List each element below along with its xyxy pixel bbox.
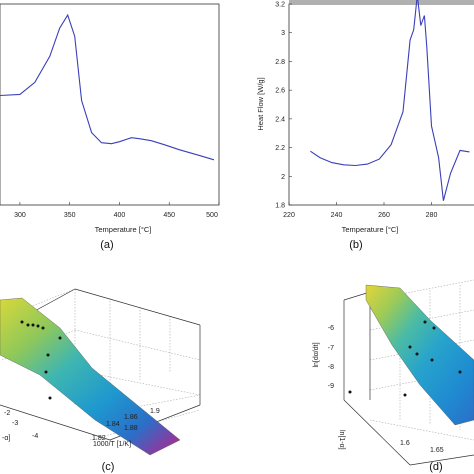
chart-d-x-tick: 1.6 bbox=[400, 440, 410, 447]
chart-c-data-point bbox=[20, 320, 24, 324]
chart-b-x-tick-label: 260 bbox=[378, 212, 390, 219]
chart-a-x-ticks: 300 350 400 450 500 bbox=[14, 202, 220, 219]
chart-c-data-point bbox=[44, 370, 48, 374]
chart-a-x-tick-label: 300 bbox=[14, 212, 26, 219]
chart-c-x-tick-1.88: 1.88 bbox=[124, 425, 138, 432]
chart-c-x-tick: 1.86 bbox=[124, 414, 138, 421]
chart-d-data-point bbox=[408, 345, 412, 349]
chart-c-y-axis-label: -α] bbox=[2, 435, 10, 442]
chart-c-data-point bbox=[36, 324, 40, 328]
chart-d-data-points bbox=[348, 320, 462, 397]
chart-c: 1.82 1.84 1.86 1.88 1.9 1.88 -2 -3 -4 -α… bbox=[0, 288, 201, 473]
chart-d-caption: (d) bbox=[429, 461, 442, 473]
chart-c-y-tick: -4 bbox=[32, 433, 38, 440]
chart-b-series-line bbox=[310, 0, 470, 201]
chart-b-caption: (b) bbox=[349, 239, 362, 251]
chart-d-z-tick: -7 bbox=[328, 345, 334, 352]
chart-a-frame bbox=[0, 3, 220, 206]
chart-b-x-tick-label: 220 bbox=[283, 212, 295, 219]
chart-a-x-tick-label: 400 bbox=[114, 212, 126, 219]
chart-c-y-ticks: -2 -3 -4 bbox=[4, 410, 38, 440]
chart-d-data-point bbox=[415, 352, 419, 356]
chart-b-x-tick-label: 240 bbox=[331, 212, 343, 219]
chart-d-data-point bbox=[423, 320, 427, 324]
chart-c-x-tick: 1.84 bbox=[106, 421, 120, 428]
chart-b-x-axis-label: Temperature [°C] bbox=[342, 225, 399, 234]
chart-b: 220 240 260 280 1.8 2 2.2 2.4 2.6 2.8 3 3.2 Heat Fl… bbox=[256, 0, 474, 251]
chart-b-y-tick-label: 3.2 bbox=[275, 2, 285, 9]
chart-c-data-point bbox=[46, 353, 50, 357]
chart-c-data-point bbox=[31, 323, 35, 327]
chart-c-y-tick: -2 bbox=[4, 410, 10, 417]
chart-a-x-tick-label: 500 bbox=[206, 212, 218, 219]
chart-a-series-line bbox=[0, 13, 215, 161]
chart-b-frame bbox=[288, 3, 474, 206]
chart-b-y-tick-label: 3 bbox=[281, 30, 285, 37]
chart-a-caption: (a) bbox=[100, 239, 113, 251]
chart-b-y-tick-label: 2.4 bbox=[275, 116, 285, 123]
chart-d-box bbox=[343, 291, 474, 466]
chart-d-surface bbox=[365, 284, 474, 426]
chart-b-top-band bbox=[289, 0, 474, 5]
chart-a-x-axis-label: Temperature [°C] bbox=[95, 225, 152, 234]
chart-c-y-tick: -3 bbox=[12, 420, 18, 427]
chart-c-data-point bbox=[48, 396, 52, 400]
chart-c-x-axis-label: 1000/T [1/K] bbox=[93, 441, 131, 448]
chart-d-y-axis-label: ln[1-α] bbox=[338, 430, 345, 450]
chart-d-data-point bbox=[430, 358, 434, 362]
chart-d-data-point bbox=[432, 326, 436, 330]
chart-d-x-ticks: 1.6 1.65 bbox=[400, 440, 444, 454]
chart-b-x-tick-label: 280 bbox=[426, 212, 438, 219]
chart-c-x-tick: 1.9 bbox=[150, 408, 160, 415]
chart-b-y-axis-label: Heat Flow [W/g] bbox=[256, 77, 265, 130]
chart-c-data-point bbox=[26, 323, 30, 327]
chart-c-x-tick: 1.82 bbox=[92, 435, 106, 442]
chart-c-caption: (c) bbox=[102, 461, 115, 473]
chart-d: -6 -7 -8 -9 ln[dα/dt] 1.6 1.65 ln[1-α] (… bbox=[313, 279, 474, 473]
chart-d-z-tick: -9 bbox=[328, 383, 334, 390]
chart-b-y-tick-label: 1.8 bbox=[275, 203, 285, 210]
chart-a: 300 350 400 450 500 Temperature [°C] (a) bbox=[0, 3, 220, 251]
chart-d-x-tick: 1.65 bbox=[430, 447, 444, 454]
chart-c-surface bbox=[0, 297, 181, 456]
chart-d-z-ticks: -6 -7 -8 -9 bbox=[328, 325, 334, 390]
chart-d-z-axis-label: ln[dα/dt] bbox=[313, 342, 320, 367]
chart-c-data-points bbox=[20, 320, 62, 400]
chart-c-x-ticks: 1.82 1.84 1.86 1.88 1.9 bbox=[92, 408, 160, 442]
chart-b-ticks: 220 240 260 280 1.8 2 2.2 2.4 2.6 2.8 3 3.2 bbox=[275, 2, 437, 220]
chart-d-data-point bbox=[458, 370, 462, 374]
chart-d-z-tick: -6 bbox=[328, 325, 334, 332]
chart-b-y-tick-label: 2.2 bbox=[275, 145, 285, 152]
chart-d-z-tick: -8 bbox=[328, 364, 334, 371]
chart-b-y-tick-label: 2.6 bbox=[275, 88, 285, 95]
chart-b-y-tick-label: 2 bbox=[281, 174, 285, 181]
chart-d-data-point bbox=[403, 393, 407, 397]
chart-d-data-point bbox=[348, 390, 352, 394]
chart-c-data-point bbox=[41, 326, 45, 330]
chart-a-x-tick-label: 450 bbox=[163, 212, 175, 219]
chart-a-x-tick-label: 350 bbox=[64, 212, 76, 219]
chart-b-y-tick-label: 2.8 bbox=[275, 59, 285, 66]
chart-c-data-point bbox=[58, 336, 62, 340]
